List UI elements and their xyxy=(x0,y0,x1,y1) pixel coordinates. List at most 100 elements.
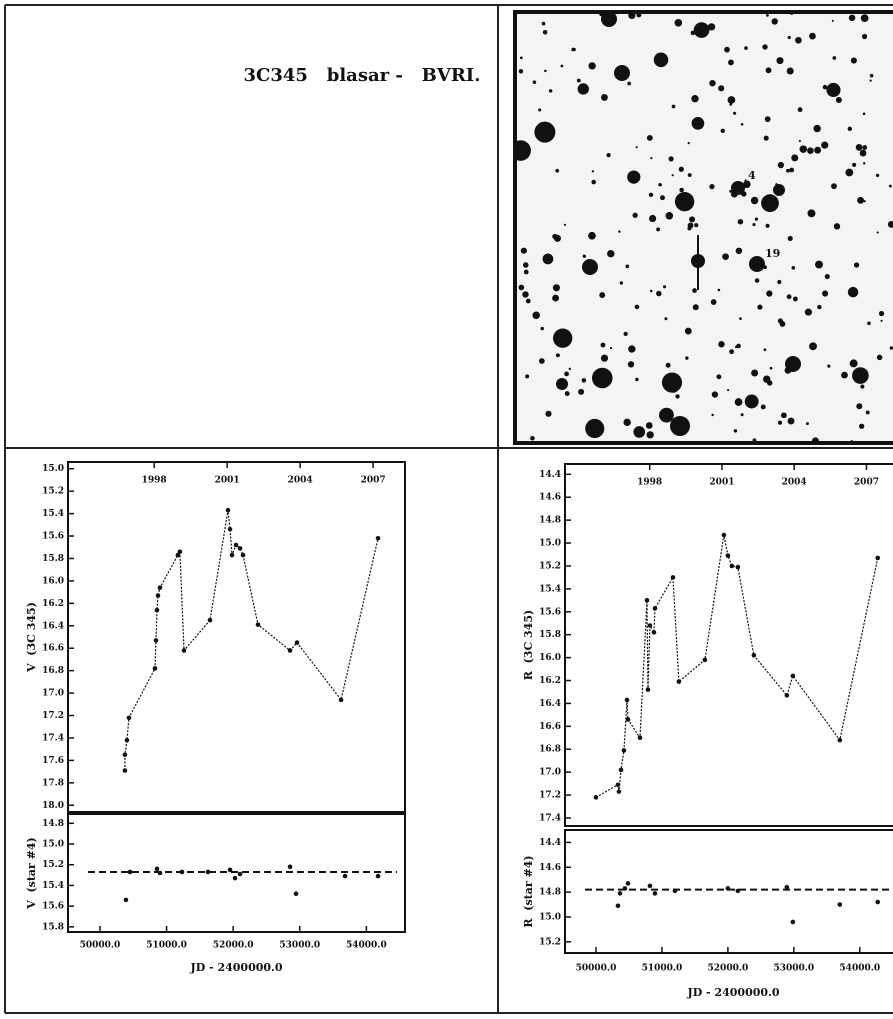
data-point xyxy=(652,606,658,611)
data-point xyxy=(644,598,650,603)
data-point xyxy=(123,897,129,903)
star-dot xyxy=(534,121,556,143)
star-dot xyxy=(522,291,529,298)
star-dot xyxy=(807,147,814,154)
x2-tick-label: 2004 xyxy=(288,476,313,486)
data-point xyxy=(287,648,293,653)
data-point xyxy=(621,748,627,753)
data-point xyxy=(152,666,158,671)
star-dot xyxy=(538,108,542,112)
star-dot xyxy=(760,404,766,410)
data-point xyxy=(721,532,727,538)
star-dot xyxy=(525,374,530,379)
star-dot xyxy=(850,57,857,64)
y-tick-label: 15.8 xyxy=(42,554,64,564)
star-dot xyxy=(792,296,798,302)
data-point xyxy=(342,873,348,879)
star-dot xyxy=(821,141,829,149)
star-dot xyxy=(585,418,605,439)
data-point xyxy=(375,535,381,541)
star-dot xyxy=(822,84,828,90)
data-point xyxy=(126,715,132,721)
star-dot xyxy=(552,294,560,302)
star-dot xyxy=(849,359,858,368)
star-dot xyxy=(632,212,638,218)
star-dot xyxy=(750,196,759,205)
star-dot xyxy=(876,231,879,234)
data-point xyxy=(735,888,741,894)
star-dot xyxy=(563,223,567,226)
star-dot xyxy=(582,254,587,258)
star-dot xyxy=(606,152,611,158)
star-dot xyxy=(627,81,632,86)
star-dot xyxy=(809,342,817,351)
data-point xyxy=(175,552,181,558)
y-tick-label: 17.0 xyxy=(539,768,561,778)
y-tick-label: 15.0 xyxy=(42,840,64,850)
star-dot xyxy=(518,284,525,291)
star-dot xyxy=(763,135,769,141)
star-label: 4 xyxy=(748,169,756,182)
y-tick-label: 14.4 xyxy=(539,470,561,480)
data-point xyxy=(338,697,344,703)
star-dot xyxy=(735,247,743,255)
data-point xyxy=(157,585,163,590)
data-point xyxy=(232,875,238,881)
star-dot xyxy=(601,13,617,27)
data-point xyxy=(154,607,160,613)
star-dot xyxy=(835,97,842,103)
star-dot xyxy=(749,256,765,272)
star-dot xyxy=(754,217,759,221)
y-tick-label: 17.8 xyxy=(42,778,64,788)
y-tick-label: 15.2 xyxy=(42,860,64,870)
star-dot xyxy=(795,36,802,44)
star-dot xyxy=(540,326,544,331)
data-point xyxy=(618,767,624,773)
star-dot xyxy=(691,117,705,130)
y-tick-label: 16.4 xyxy=(539,699,561,709)
star-dot xyxy=(822,290,829,297)
data-point xyxy=(875,899,881,905)
star-dot xyxy=(591,179,596,185)
star-dot xyxy=(650,157,653,160)
data-point xyxy=(229,552,235,558)
star-dot xyxy=(523,269,529,275)
x2-tick-label: 1998 xyxy=(142,476,167,486)
star-dot xyxy=(751,369,759,377)
star-dot xyxy=(516,140,531,161)
star-dot xyxy=(623,418,631,427)
data-point xyxy=(625,881,631,886)
y-tick-label: 16.8 xyxy=(539,745,561,755)
data-point xyxy=(790,919,796,925)
data-point xyxy=(647,883,653,889)
data-point xyxy=(647,623,653,628)
y-tick-label: 14.8 xyxy=(42,819,64,829)
target-star xyxy=(691,254,705,268)
star-dot xyxy=(799,145,808,153)
star-dot xyxy=(763,348,767,352)
data-point xyxy=(672,888,678,894)
star-dot xyxy=(659,407,674,423)
data-point xyxy=(177,549,183,555)
data-point xyxy=(645,687,651,692)
data-point xyxy=(651,630,657,635)
data-point xyxy=(287,864,293,870)
star-dot xyxy=(869,73,874,78)
star-dot xyxy=(787,235,793,242)
data-point xyxy=(617,891,623,896)
y-tick-label: 15.4 xyxy=(42,509,64,519)
star-dot xyxy=(548,89,553,93)
star-dot xyxy=(763,375,771,383)
star-label: 19 xyxy=(765,247,780,260)
star-dot xyxy=(591,170,595,173)
star-dot xyxy=(827,364,831,368)
star-dot xyxy=(862,145,868,150)
star-dot xyxy=(861,33,868,40)
page-title: 3C345 blasar - BVRI. xyxy=(244,65,481,86)
x2-tick-label: 2001 xyxy=(215,476,240,486)
star-dot xyxy=(777,420,783,425)
star-dot xyxy=(831,19,834,22)
y-tick-label: 16.2 xyxy=(539,676,561,686)
star-dot xyxy=(787,35,791,40)
star-dot xyxy=(729,189,733,193)
